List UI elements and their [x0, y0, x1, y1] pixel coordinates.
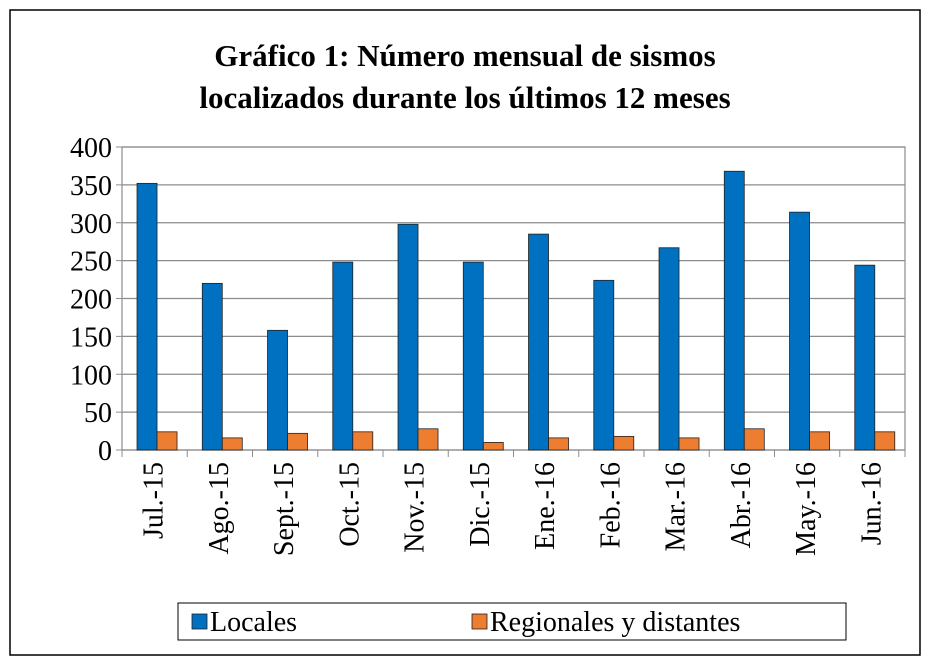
- x-tick-label: Dic.-15: [465, 462, 496, 547]
- x-tick-label: Sept.-15: [269, 462, 300, 556]
- legend-label: Locales: [210, 607, 297, 638]
- y-tick-label: 200: [70, 285, 112, 316]
- bar: [548, 437, 569, 451]
- bar: [613, 435, 635, 451]
- bar: [462, 261, 484, 451]
- bar: [221, 437, 243, 451]
- bar: [397, 223, 419, 451]
- bar: [658, 247, 680, 451]
- legend-box: [177, 602, 847, 641]
- bar: [136, 182, 158, 451]
- legend-swatch: [191, 613, 208, 630]
- x-tick-label: Jun.-16: [856, 462, 887, 545]
- bar: [789, 211, 810, 451]
- bar: [854, 264, 876, 451]
- x-tick-label: Mar.-16: [661, 462, 692, 551]
- chart-subtitle: localizados durante los últimos 12 meses: [199, 80, 730, 115]
- x-tick-label: Abr.-16: [726, 462, 757, 548]
- bar: [743, 428, 765, 451]
- y-tick-label: 150: [70, 322, 112, 353]
- x-tick-label: Feb.-16: [595, 462, 626, 548]
- x-tick-label: Ene.-16: [530, 462, 561, 550]
- y-tick-label: 250: [70, 247, 112, 278]
- bar: [528, 233, 549, 451]
- y-tick-label: 50: [84, 398, 112, 429]
- y-tick-label: 400: [70, 133, 112, 164]
- bar: [287, 432, 308, 451]
- legend: Locales Regionales y distantes: [191, 607, 740, 638]
- x-tick-label: Ago.-15: [204, 462, 235, 555]
- y-tick-label: 350: [70, 171, 112, 202]
- y-tick-label: 300: [70, 209, 112, 240]
- bar: [156, 431, 178, 451]
- legend-swatch: [471, 613, 488, 630]
- bar: [267, 329, 288, 451]
- legend-label: Regionales y distantes: [490, 607, 740, 638]
- bar: [678, 437, 700, 451]
- x-tick-label: Oct.-15: [334, 462, 365, 547]
- bar: [201, 282, 223, 451]
- x-tick-label: Nov.-15: [400, 462, 431, 553]
- bar: [723, 170, 745, 451]
- bar: [593, 279, 615, 451]
- x-tick-label: Jul.-15: [139, 462, 170, 539]
- y-tick-label: 100: [70, 360, 112, 391]
- x-tick-label: May.-16: [791, 462, 822, 556]
- bar: [809, 431, 830, 451]
- bar: [417, 428, 439, 451]
- bar: [874, 431, 896, 451]
- bar: [332, 261, 354, 451]
- bar: [352, 431, 374, 451]
- chart-title: Gráfico 1: Número mensual de sismos: [214, 38, 715, 73]
- bar: [482, 442, 504, 451]
- y-tick-label: 0: [98, 436, 112, 467]
